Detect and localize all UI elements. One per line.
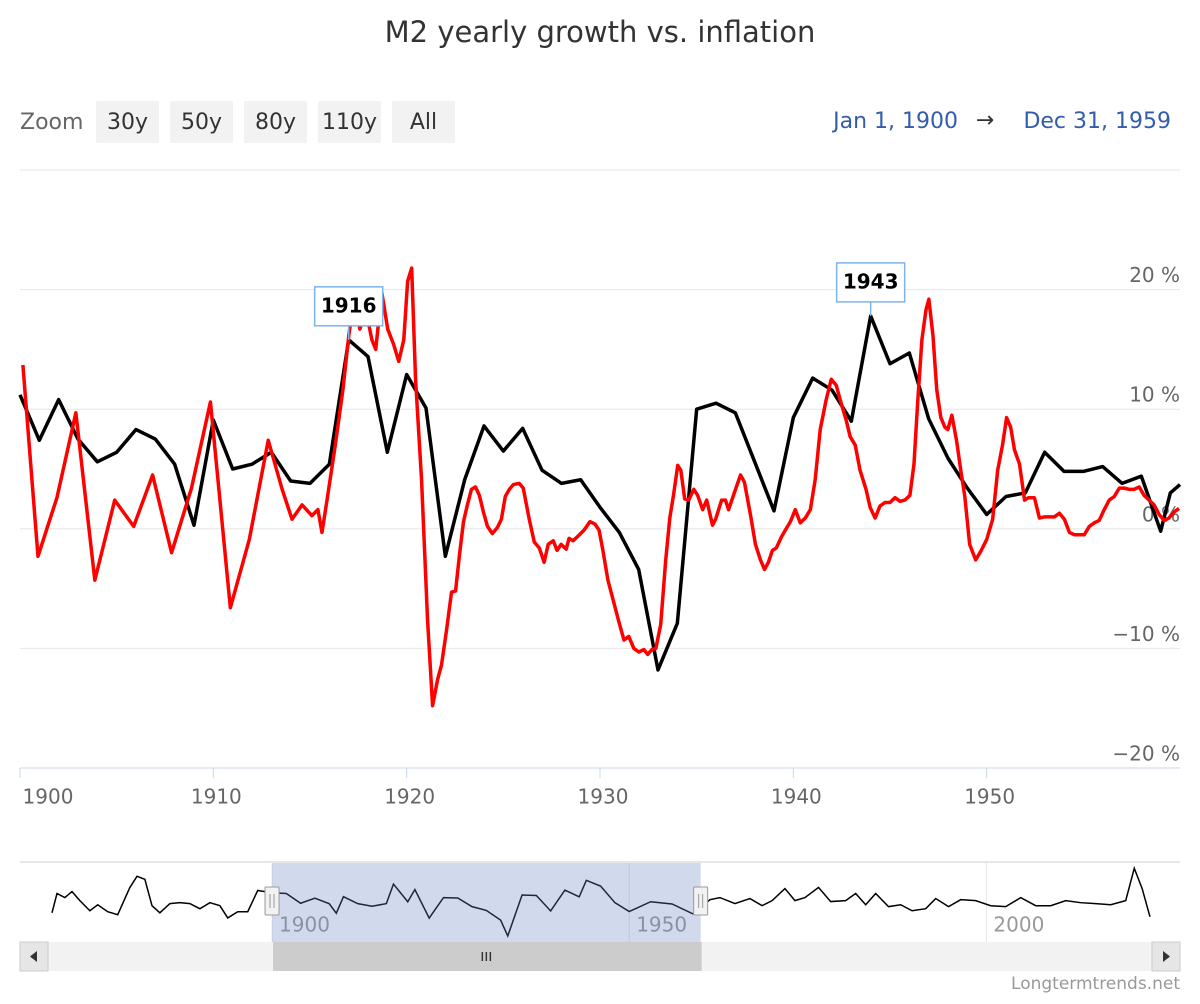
x-tick-label: 1940 bbox=[771, 785, 822, 809]
navigator-selection[interactable] bbox=[272, 863, 701, 942]
zoom-button[interactable] bbox=[392, 101, 455, 143]
navigator-tick-label: 1950 bbox=[636, 913, 687, 937]
zoom-button-label[interactable]: 50y bbox=[181, 110, 222, 135]
zoom-button[interactable] bbox=[170, 101, 233, 143]
range-from[interactable]: Jan 1, 1900 bbox=[831, 109, 958, 134]
x-tick-label: 1920 bbox=[384, 785, 435, 809]
x-tick-label: 1900 bbox=[23, 785, 74, 809]
flag-label: 1943 bbox=[843, 269, 899, 293]
navigator-handle[interactable] bbox=[693, 886, 709, 916]
series-line bbox=[18, 314, 1182, 672]
scroll-right-arrow bbox=[1163, 951, 1170, 962]
x-tick-label: 1950 bbox=[964, 785, 1015, 809]
flag: 1943 bbox=[835, 262, 906, 316]
zoom-button-label[interactable]: All bbox=[410, 110, 437, 135]
zoom-button-label[interactable]: 80y bbox=[255, 110, 296, 135]
zoom-button[interactable] bbox=[318, 101, 381, 143]
flag-label: 1916 bbox=[321, 293, 377, 317]
navigator-handle[interactable] bbox=[264, 886, 280, 916]
zoom-button[interactable] bbox=[96, 101, 159, 143]
zoom-button-label[interactable]: 30y bbox=[107, 110, 148, 135]
y-tick-label: 20 % bbox=[1129, 263, 1180, 287]
flag-box bbox=[313, 286, 384, 327]
scrollbar-thumb[interactable] bbox=[273, 942, 702, 971]
x-tick-label: 1910 bbox=[191, 785, 242, 809]
range-to[interactable]: Dec 31, 1959 bbox=[1023, 109, 1171, 134]
flag: 1916 bbox=[313, 286, 384, 340]
y-tick-label: −20 % bbox=[1112, 742, 1180, 766]
zoom-label: Zoom bbox=[20, 110, 83, 135]
y-tick-label: −10 % bbox=[1112, 622, 1180, 646]
range-separator: → bbox=[976, 108, 994, 133]
credits[interactable]: Longtermtrends.net bbox=[1011, 974, 1180, 994]
series-line bbox=[21, 266, 1181, 708]
navigator-tick-label: 2000 bbox=[993, 913, 1044, 937]
x-tick-label: 1930 bbox=[578, 785, 629, 809]
zoom-button-label[interactable]: 110y bbox=[322, 110, 377, 135]
y-tick-label: 10 % bbox=[1129, 383, 1180, 407]
navigator-line bbox=[51, 865, 1151, 939]
scroll-left-arrow bbox=[30, 951, 37, 962]
chart-title: M2 yearly growth vs. inflation bbox=[385, 15, 816, 49]
scrollbar-right-button[interactable] bbox=[1151, 941, 1181, 972]
navigator-tick-label: 1900 bbox=[279, 913, 330, 937]
flag-box bbox=[835, 262, 906, 303]
zoom-button[interactable] bbox=[244, 101, 307, 143]
